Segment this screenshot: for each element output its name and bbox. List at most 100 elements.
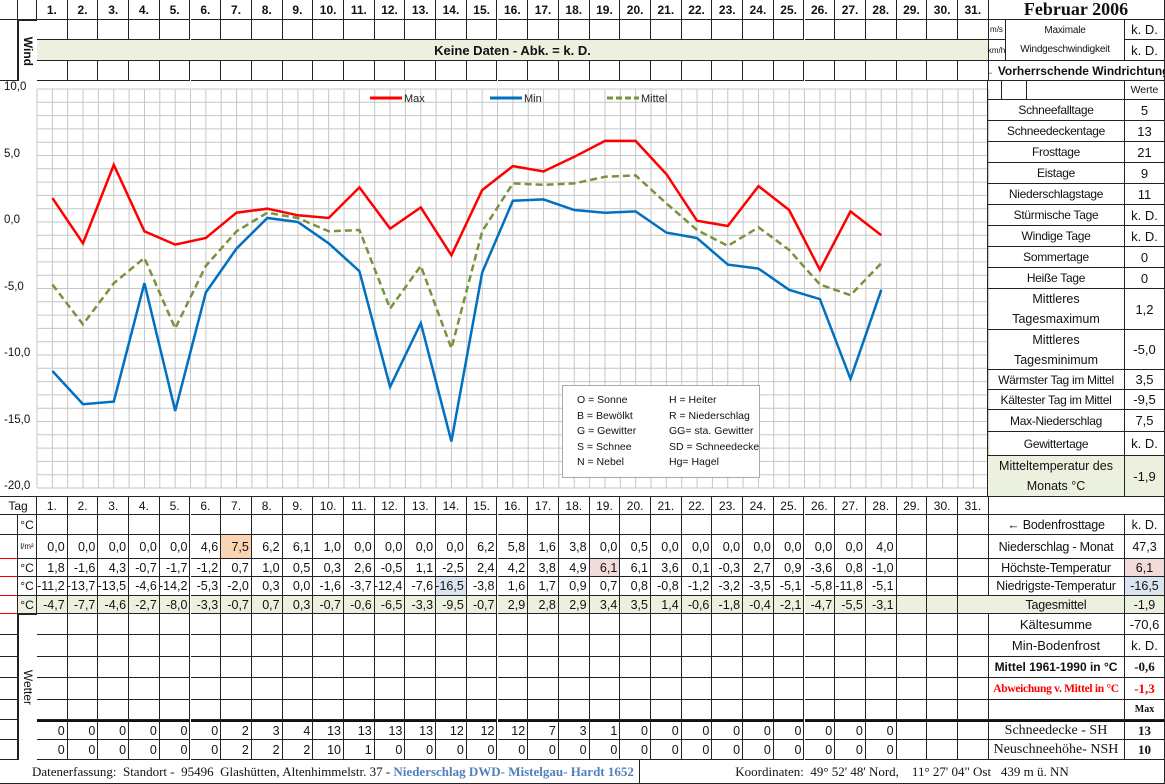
snow-cell[interactable]: 3 — [251, 720, 283, 740]
snow-cell[interactable]: 2 — [251, 740, 283, 760]
snow-cell[interactable]: 4 — [282, 720, 314, 740]
snow-cell[interactable]: 0 — [190, 740, 222, 760]
snow-cell[interactable]: 0 — [620, 720, 651, 740]
weather-cell[interactable] — [681, 614, 713, 635]
weather-cell[interactable] — [497, 657, 529, 678]
data-cell[interactable] — [221, 515, 252, 535]
data-cell[interactable]: -1,0 — [865, 559, 897, 577]
data-cell[interactable]: 0,1 — [681, 559, 713, 577]
weather-cell[interactable] — [589, 614, 621, 635]
data-cell[interactable]: 2,9 — [497, 596, 529, 614]
data-cell[interactable] — [958, 559, 989, 577]
wind-cell[interactable] — [67, 20, 99, 40]
wind-cell[interactable] — [528, 20, 559, 40]
data-cell[interactable] — [927, 535, 958, 559]
data-cell[interactable]: -3,6 — [804, 559, 836, 577]
wind-cell[interactable] — [344, 20, 375, 40]
weather-cell[interactable] — [405, 635, 437, 657]
wind-cell[interactable] — [497, 61, 529, 81]
data-cell[interactable] — [896, 577, 928, 596]
weather-cell[interactable] — [865, 614, 897, 635]
data-cell[interactable]: -5,1 — [773, 577, 805, 596]
data-cell[interactable] — [958, 577, 989, 596]
data-cell[interactable]: -2,7 — [129, 596, 160, 614]
data-cell[interactable] — [896, 596, 928, 614]
weather-cell[interactable] — [651, 614, 682, 635]
data-cell[interactable] — [558, 515, 590, 535]
wind-cell[interactable] — [958, 61, 989, 81]
weather-cell[interactable] — [374, 635, 406, 657]
weather-cell[interactable] — [221, 657, 252, 678]
weather-cell[interactable] — [651, 635, 682, 657]
data-cell[interactable] — [927, 515, 958, 535]
weather-cell[interactable] — [651, 678, 682, 700]
data-cell[interactable]: 0,0 — [835, 535, 866, 559]
weather-cell[interactable] — [958, 614, 989, 635]
data-cell[interactable]: 0,0 — [282, 577, 314, 596]
weather-cell[interactable] — [927, 614, 958, 635]
data-cell[interactable] — [927, 577, 958, 596]
data-cell[interactable]: 6,1 — [589, 559, 621, 577]
wind-cell[interactable] — [835, 61, 866, 81]
data-cell[interactable]: 0,9 — [773, 559, 805, 577]
data-cell[interactable]: -0,7 — [466, 596, 498, 614]
data-cell[interactable] — [896, 515, 928, 535]
weather-cell[interactable] — [436, 678, 467, 700]
weather-cell[interactable] — [773, 678, 805, 700]
weather-cell[interactable] — [835, 614, 866, 635]
snow-cell[interactable]: 2 — [221, 720, 252, 740]
data-cell[interactable] — [865, 515, 897, 535]
data-cell[interactable] — [958, 515, 989, 535]
data-cell[interactable]: 0,0 — [773, 535, 805, 559]
data-cell[interactable] — [835, 515, 866, 535]
wind-cell[interactable] — [773, 20, 805, 40]
weather-cell[interactable] — [190, 635, 222, 657]
weather-cell[interactable] — [528, 700, 559, 720]
weather-cell[interactable] — [558, 700, 590, 720]
weather-cell[interactable] — [589, 700, 621, 720]
data-cell[interactable] — [896, 559, 928, 577]
data-cell[interactable] — [927, 559, 958, 577]
weather-cell[interactable] — [896, 678, 928, 700]
wind-cell[interactable] — [804, 61, 836, 81]
wind-cell[interactable] — [436, 20, 467, 40]
weather-cell[interactable] — [313, 614, 344, 635]
weather-cell[interactable] — [344, 657, 375, 678]
data-cell[interactable]: -1,8 — [712, 596, 744, 614]
weather-cell[interactable] — [620, 657, 651, 678]
wind-cell[interactable] — [282, 61, 314, 81]
wind-cell[interactable] — [927, 20, 958, 40]
snow-cell[interactable]: 0 — [589, 740, 621, 760]
wind-cell[interactable] — [221, 61, 252, 81]
weather-cell[interactable] — [405, 678, 437, 700]
weather-cell[interactable] — [251, 700, 283, 720]
data-cell[interactable] — [436, 515, 467, 535]
data-cell[interactable] — [374, 515, 406, 535]
snow-cell[interactable]: 0 — [743, 740, 774, 760]
data-cell[interactable]: -5,3 — [190, 577, 222, 596]
weather-cell[interactable] — [37, 657, 68, 678]
weather-cell[interactable] — [558, 657, 590, 678]
weather-cell[interactable] — [589, 678, 621, 700]
weather-cell[interactable] — [98, 635, 130, 657]
weather-cell[interactable] — [37, 635, 68, 657]
snow-cell[interactable]: 0 — [67, 720, 99, 740]
weather-cell[interactable] — [436, 635, 467, 657]
weather-cell[interactable] — [129, 614, 160, 635]
data-cell[interactable]: 0,0 — [681, 535, 713, 559]
snow-cell[interactable] — [927, 720, 958, 740]
weather-cell[interactable] — [98, 678, 130, 700]
weather-cell[interactable] — [497, 700, 529, 720]
data-cell[interactable]: -4,7 — [804, 596, 836, 614]
data-cell[interactable] — [896, 535, 928, 559]
weather-cell[interactable] — [712, 700, 744, 720]
weather-cell[interactable] — [528, 657, 559, 678]
data-cell[interactable]: 1,6 — [497, 577, 529, 596]
data-cell[interactable]: 0,0 — [159, 535, 191, 559]
wind-cell[interactable] — [466, 20, 498, 40]
data-cell[interactable]: -11,2 — [37, 577, 68, 596]
wind-cell[interactable] — [896, 61, 928, 81]
data-cell[interactable]: -5,8 — [804, 577, 836, 596]
weather-cell[interactable] — [620, 700, 651, 720]
weather-cell[interactable] — [804, 614, 836, 635]
